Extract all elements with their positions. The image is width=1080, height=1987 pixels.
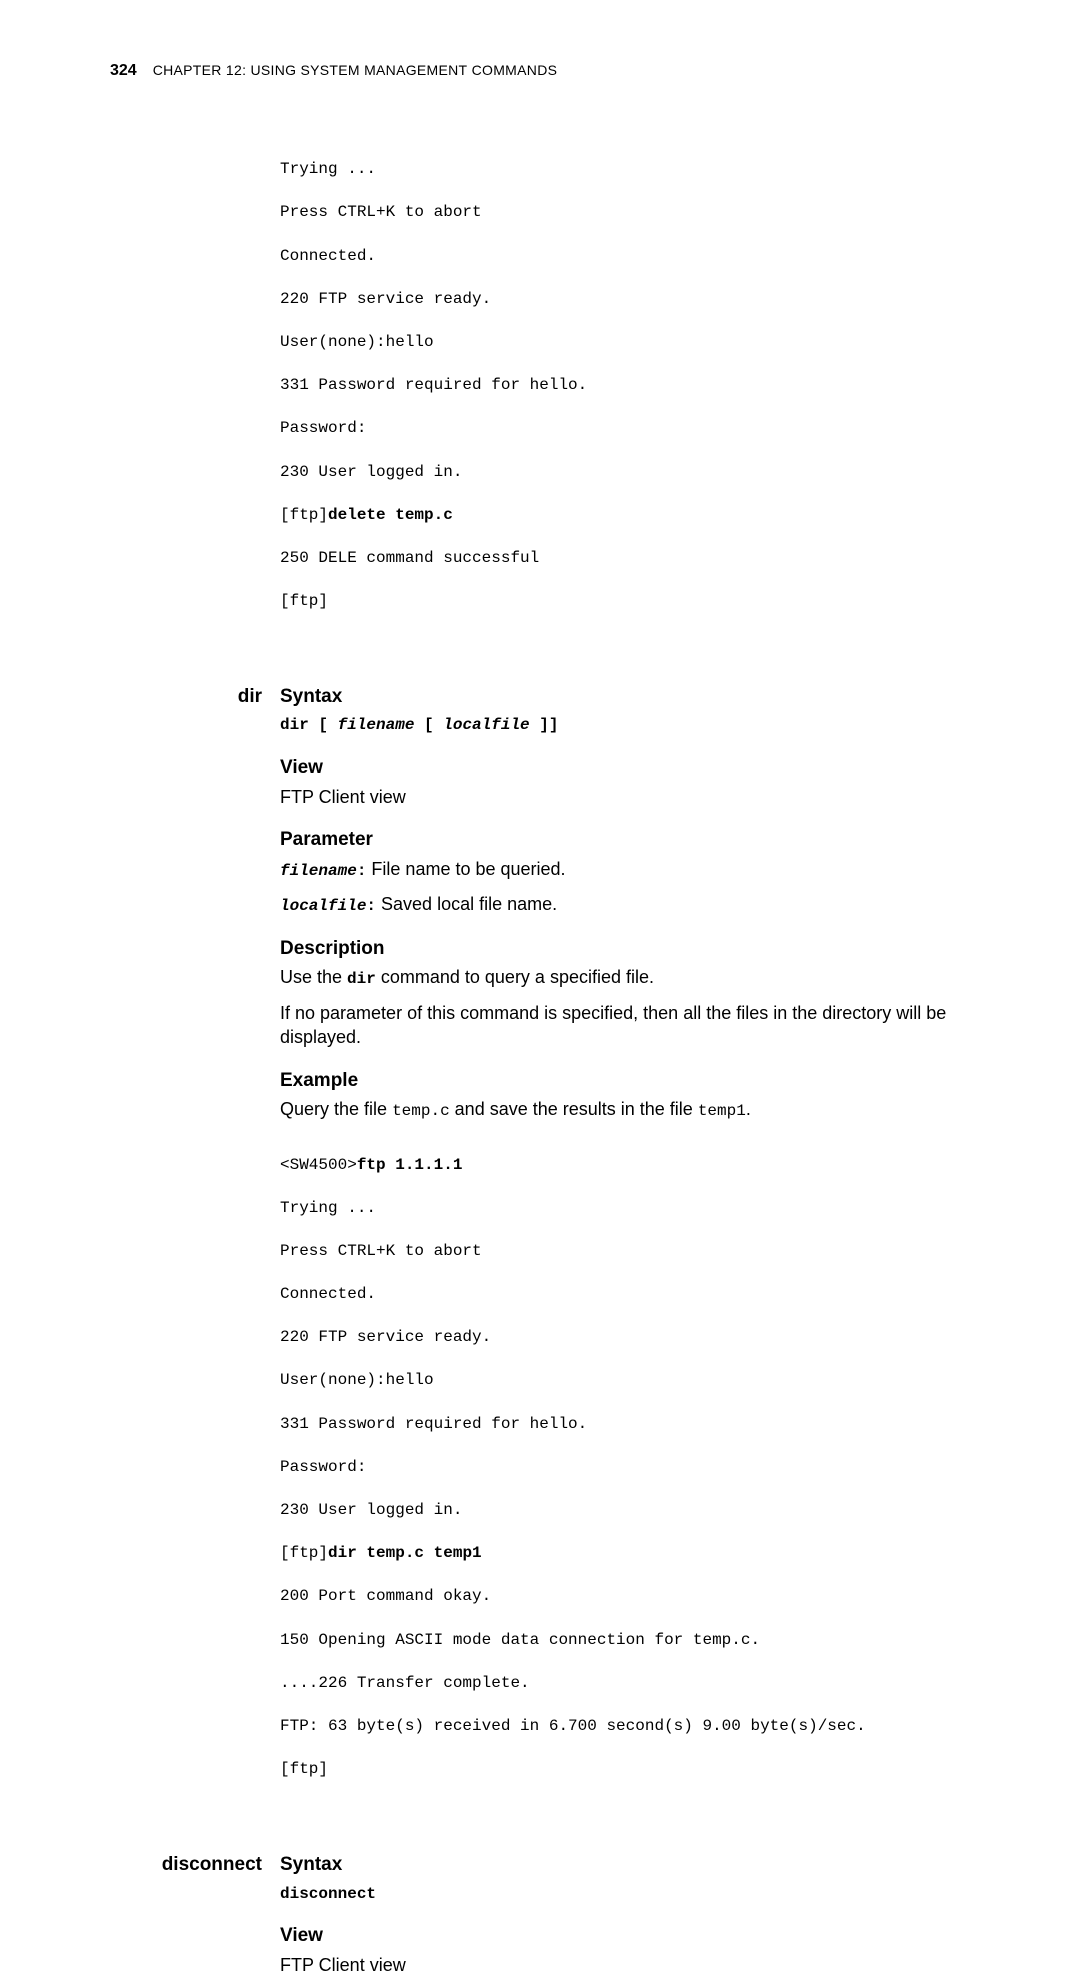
code-line: 230 User logged in. xyxy=(280,462,970,484)
description-text: Use the dir command to query a specified… xyxy=(280,965,970,991)
code-line: 220 FTP service ready. xyxy=(280,1327,970,1349)
code-line: Trying ... xyxy=(280,159,970,181)
description-text: If no parameter of this command is speci… xyxy=(280,1001,970,1050)
code-line: User(none):hello xyxy=(280,1370,970,1392)
code-line: Password: xyxy=(280,1457,970,1479)
example-code: <SW4500>ftp 1.1.1.1 Trying ... Press CTR… xyxy=(280,1133,970,1824)
description-heading: Description xyxy=(280,936,970,962)
example-heading: Example xyxy=(280,1068,970,1094)
view-text: FTP Client view xyxy=(280,1953,970,1977)
example-intro: Query the file temp.c and save the resul… xyxy=(280,1097,970,1123)
parameter-line: localfile: Saved local file name. xyxy=(280,892,970,918)
view-text: FTP Client view xyxy=(280,785,970,809)
code-line: 150 Opening ASCII mode data connection f… xyxy=(280,1630,970,1652)
code-line: 331 Password required for hello. xyxy=(280,1414,970,1436)
syntax-line: dir [ filename [ localfile ]] xyxy=(280,715,970,737)
dir-section: dir Syntax dir [ filename [ localfile ]]… xyxy=(110,684,970,1830)
code-line: ....226 Transfer complete. xyxy=(280,1673,970,1695)
section-label-dir: dir xyxy=(110,684,280,1830)
parameter-line: filename: File name to be queried. xyxy=(280,857,970,883)
section-label-disconnect: disconnect xyxy=(110,1852,280,1987)
page-header: 324 CHAPTER 12: USING SYSTEM MANAGEMENT … xyxy=(110,60,970,82)
code-line: 200 Port command okay. xyxy=(280,1586,970,1608)
code-line: 331 Password required for hello. xyxy=(280,375,970,397)
code-line: 250 DELE command successful xyxy=(280,548,970,570)
code-line: Connected. xyxy=(280,1284,970,1306)
code-line: Password: xyxy=(280,418,970,440)
code-line: [ftp]dir temp.c temp1 xyxy=(280,1543,970,1565)
code-line: FTP: 63 byte(s) received in 6.700 second… xyxy=(280,1716,970,1738)
code-line: Press CTRL+K to abort xyxy=(280,1241,970,1263)
code-line: 220 FTP service ready. xyxy=(280,289,970,311)
code-line: [ftp] xyxy=(280,1759,970,1781)
parameter-heading: Parameter xyxy=(280,827,970,853)
syntax-heading: Syntax xyxy=(280,684,970,710)
prior-example-code: Trying ... Press CTRL+K to abort Connect… xyxy=(280,138,970,656)
code-line: Press CTRL+K to abort xyxy=(280,202,970,224)
code-line: Trying ... xyxy=(280,1198,970,1220)
code-line: [ftp] xyxy=(280,591,970,613)
view-heading: View xyxy=(280,755,970,781)
code-line: User(none):hello xyxy=(280,332,970,354)
page-number: 324 xyxy=(110,60,137,82)
chapter-title: CHAPTER 12: USING SYSTEM MANAGEMENT COMM… xyxy=(153,61,558,80)
view-heading: View xyxy=(280,1923,970,1949)
disconnect-section: disconnect Syntax disconnect View FTP Cl… xyxy=(110,1852,970,1987)
code-line: 230 User logged in. xyxy=(280,1500,970,1522)
syntax-heading: Syntax xyxy=(280,1852,970,1878)
syntax-line: disconnect xyxy=(280,1884,970,1906)
code-line: Connected. xyxy=(280,246,970,268)
code-line: [ftp]delete temp.c xyxy=(280,505,970,527)
code-line: <SW4500>ftp 1.1.1.1 xyxy=(280,1155,970,1177)
